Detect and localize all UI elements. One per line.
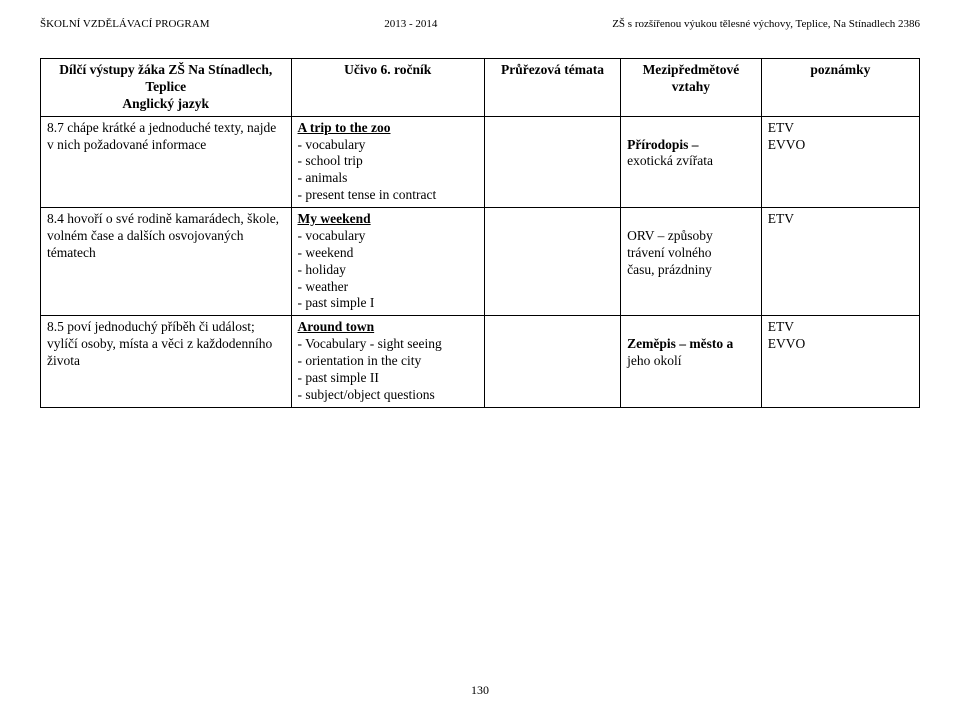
table-row: 8.7 chápe krátké a jednoduché texty, naj… [41, 116, 920, 207]
col-header-cross-topics: Průřezová témata [484, 59, 620, 117]
curriculum-table: Dílčí výstupy žáka ZŠ Na Stínadlech, Tep… [40, 58, 920, 408]
cell-curriculum: Around town - Vocabulary - sight seeing … [291, 316, 484, 407]
cell-cross-topics [484, 316, 620, 407]
table-row: 8.4 hovoří o své rodině kamarádech, škol… [41, 208, 920, 316]
header-left: ŠKOLNÍ VZDĚLÁVACÍ PROGRAM [40, 18, 210, 30]
table-header-row: Dílčí výstupy žáka ZŠ Na Stínadlech, Tep… [41, 59, 920, 117]
cell-outcomes: 8.4 hovoří o své rodině kamarádech, škol… [41, 208, 292, 316]
header-center: 2013 - 2014 [384, 18, 437, 30]
cell-outcomes: 8.5 poví jednoduchý příběh či událost; v… [41, 316, 292, 407]
cell-cross-topics [484, 116, 620, 207]
col-header-outcomes: Dílčí výstupy žáka ZŠ Na Stínadlech, Tep… [41, 59, 292, 117]
cell-cross-topics [484, 208, 620, 316]
col-header-curriculum: Učivo 6. ročník [291, 59, 484, 117]
col-header-notes: poznámky [761, 59, 919, 117]
page-header: ŠKOLNÍ VZDĚLÁVACÍ PROGRAM 2013 - 2014 ZŠ… [40, 18, 920, 30]
cell-curriculum: My weekend - vocabulary - weekend - holi… [291, 208, 484, 316]
cell-notes: ETV EVVO [761, 316, 919, 407]
header-right: ZŠ s rozšířenou výukou tělesné výchovy, … [612, 18, 920, 30]
cell-intersubject: ORV – způsoby trávení volného času, práz… [621, 208, 762, 316]
cell-curriculum: A trip to the zoo - vocabulary - school … [291, 116, 484, 207]
cell-notes: ETV EVVO [761, 116, 919, 207]
cell-intersubject: Přírodopis – exotická zvířata [621, 116, 762, 207]
col-header-intersubject: Mezipředmětové vztahy [621, 59, 762, 117]
table-row: 8.5 poví jednoduchý příběh či událost; v… [41, 316, 920, 407]
cell-intersubject: Zeměpis – město a jeho okolí [621, 316, 762, 407]
cell-outcomes: 8.7 chápe krátké a jednoduché texty, naj… [41, 116, 292, 207]
page-number: 130 [0, 683, 960, 698]
cell-notes: ETV [761, 208, 919, 316]
